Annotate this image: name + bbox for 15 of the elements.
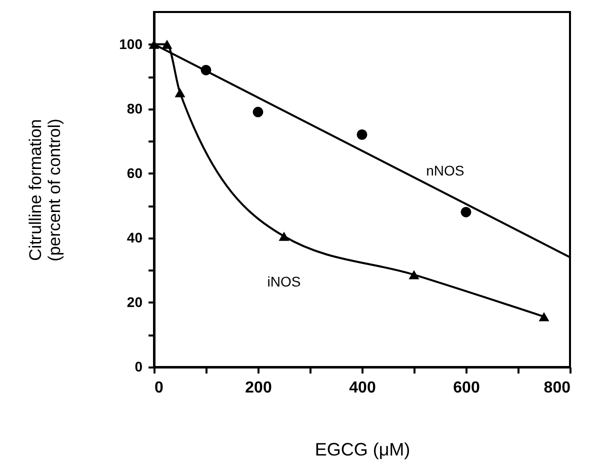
y-tick-label: 20: [126, 294, 143, 310]
x-axis-title: EGCG (μM): [314, 440, 410, 460]
x-tick-label: 200: [245, 380, 272, 396]
y-tick-label: 40: [126, 229, 143, 246]
series-label: nNOS: [426, 162, 464, 178]
y-tick-label: 0: [134, 358, 143, 374]
series-label: iNOS: [267, 273, 301, 290]
x-tick-label: 0: [154, 380, 164, 396]
x-tick-label: 800: [544, 380, 571, 396]
y-tick-label: 80: [126, 100, 143, 116]
y-axis-title: Citrulline formation (percent of control): [26, 118, 64, 262]
x-tick-label: 600: [453, 380, 480, 396]
y-tick-label: 60: [126, 164, 143, 181]
y-tick-label: 100: [119, 36, 143, 52]
x-tick-label: 400: [349, 380, 376, 396]
